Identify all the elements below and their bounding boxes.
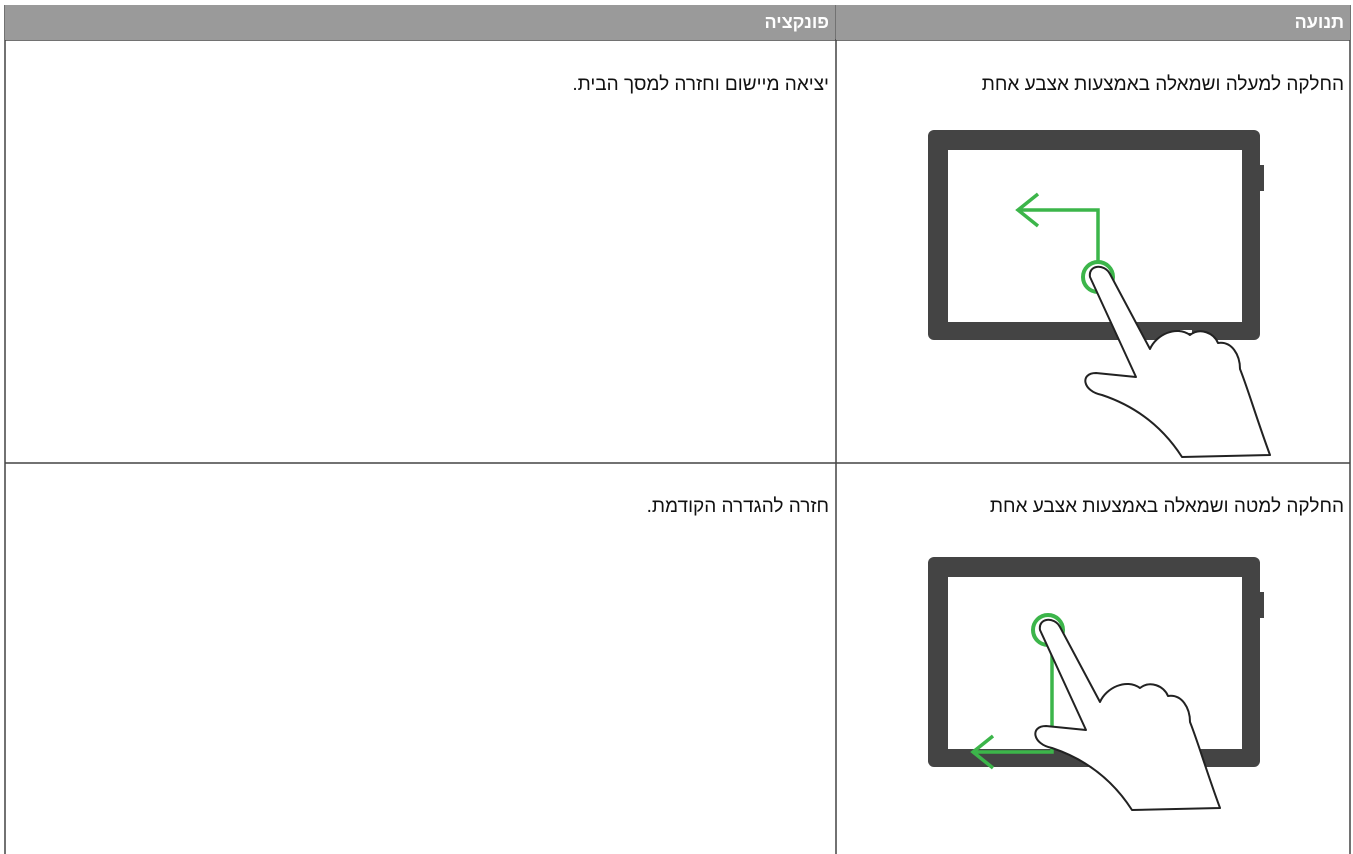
gesture-illustration	[928, 557, 1264, 811]
function-text: חזרה להגדרה הקודמת.	[646, 496, 829, 517]
gesture-text: החלקה למעלה ושמאלה באמצעות אצבע אחת	[981, 74, 1344, 95]
gesture-illustration	[928, 130, 1271, 458]
function-text: יציאה מיישום וחזרה למסך הבית.	[572, 74, 829, 95]
gesture-text: החלקה למטה ושמאלה באמצעות אצבע אחת	[989, 496, 1344, 517]
header-cell: פונקציה	[5, 5, 835, 40]
header-cell: תנועה	[836, 5, 1350, 40]
